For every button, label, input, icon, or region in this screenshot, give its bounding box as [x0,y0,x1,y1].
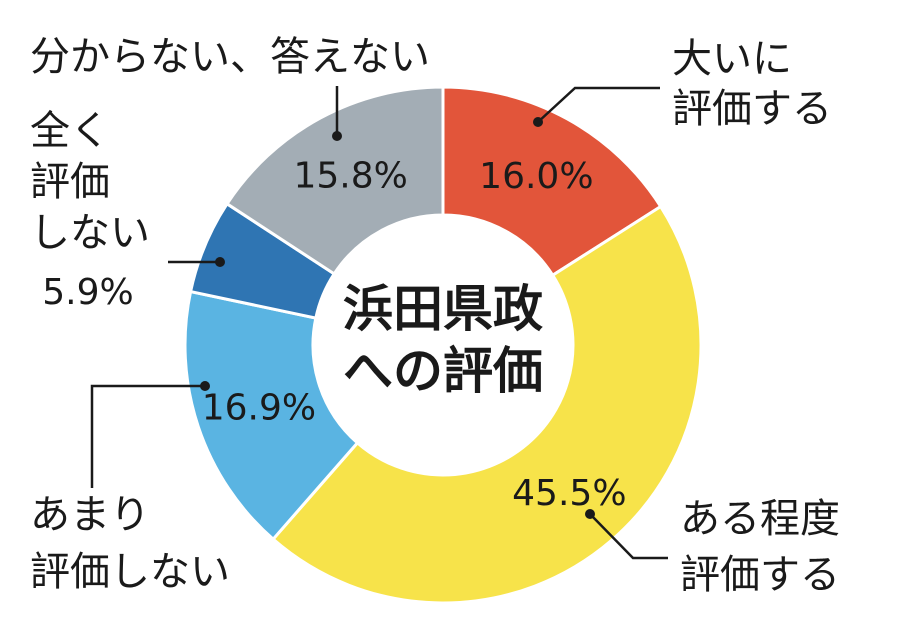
slice-dont-know [224,85,445,276]
leader-dot-somewhat-approve [585,509,595,519]
leader-dot-not-at-all-approve [215,257,225,267]
slice-strongly-approve [441,85,663,278]
slice-value-somewhat-approve: 45.5% [512,473,626,514]
leader-strongly-approve [537,86,660,123]
label-somewhat-approve-line-1: ある程度 [680,496,840,542]
label-strongly-approve-line-2: 評価する [672,86,832,132]
slice-value-not-at-all-approve: 5.9% [42,272,133,313]
slice-not-much-approve [183,289,360,542]
leader-dot-dont-know [332,131,342,141]
label-not-at-all-approve-line-1: 全く [30,108,110,154]
leader-dot-not-much-approve [200,381,210,391]
label-not-at-all-approve-line-3: しない [30,210,150,256]
leader-dot-strongly-approve [533,117,543,127]
slice-value-dont-know: 15.8% [294,155,408,196]
slice-somewhat-approve [271,204,703,605]
label-strongly-approve-line-1: 大いに [672,36,792,82]
center-title-line-1: 浜田県政 [343,280,543,338]
label-dont-know: 分からない、答えない [30,34,430,80]
label-not-much-approve-line-1: あまり [30,492,150,538]
slice-value-strongly-approve: 16.0% [479,156,593,197]
label-not-much-approve-line-2: 評価しない [30,549,230,595]
center-title-line-2: への評価 [343,342,543,400]
label-somewhat-approve-line-2: 評価する [680,552,840,598]
leader-not-much-approve [90,384,205,488]
donut-slices [183,85,703,605]
leader-somewhat-approve [589,513,668,560]
slice-value-not-much-approve: 16.9% [202,387,316,428]
label-not-at-all-approve-line-2: 評価 [30,159,110,205]
